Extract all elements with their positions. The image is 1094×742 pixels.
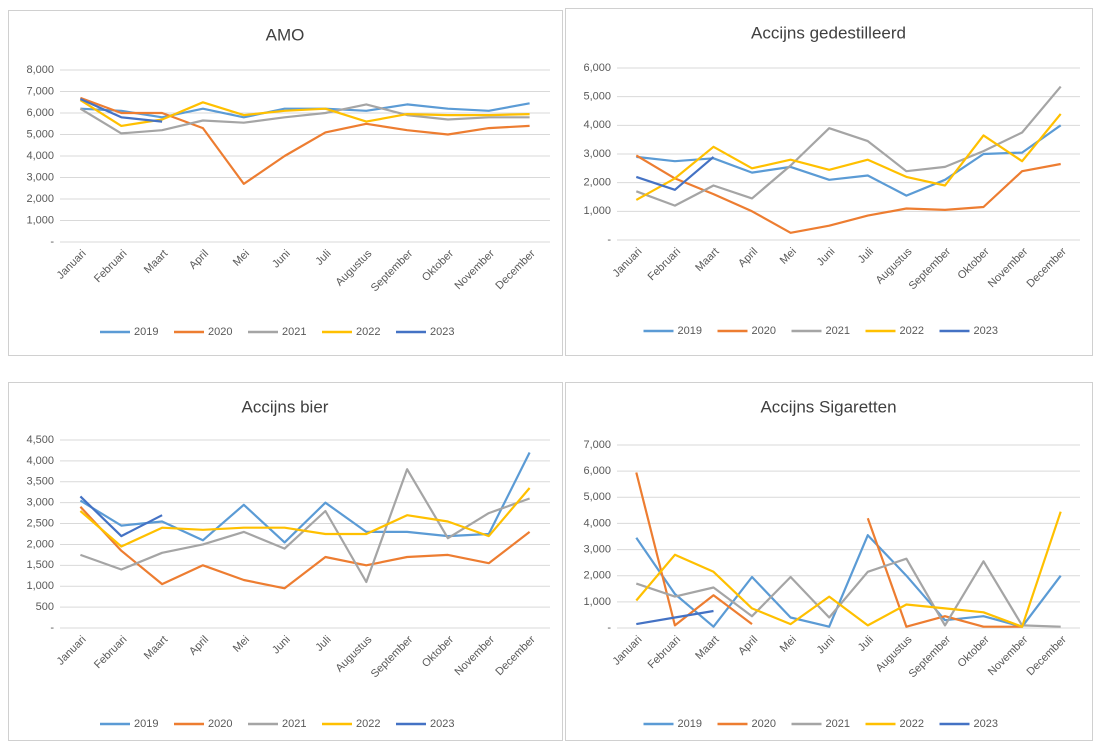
legend-label: 2023: [974, 325, 998, 337]
y-tick-label: 4,500: [26, 434, 54, 446]
y-tick-label: 4,000: [583, 517, 611, 529]
y-tick-label: 8,000: [26, 64, 54, 76]
chart-title: Accijns Sigaretten: [760, 397, 896, 416]
y-tick-label: 3,000: [26, 171, 54, 183]
y-tick-label: 5,000: [583, 91, 611, 103]
y-tick-label: 5,000: [26, 128, 54, 140]
legend-label: 2022: [900, 325, 924, 337]
y-tick-label: 1,000: [583, 205, 611, 217]
y-tick-label: 500: [36, 601, 54, 613]
legend-label: 2019: [134, 326, 158, 338]
legend-label: 2020: [208, 718, 232, 730]
y-tick-label: 3,000: [583, 148, 611, 160]
series-line: [79, 506, 531, 590]
legend-label: 2020: [752, 718, 776, 730]
y-tick-label: 7,000: [26, 85, 54, 97]
y-tick-label: 3,000: [26, 497, 54, 509]
legend-label: 2020: [208, 326, 232, 338]
series-line: [635, 113, 1062, 201]
legend-label: 2022: [356, 718, 380, 730]
legend-label: 2020: [752, 325, 776, 337]
y-tick-label: 3,500: [26, 476, 54, 488]
y-tick-label: 6,000: [583, 62, 611, 74]
y-tick-label: 6,000: [26, 107, 54, 119]
y-tick-label: 2,500: [26, 517, 54, 529]
y-tick-label: 2,000: [26, 538, 54, 550]
series-line: [80, 96, 530, 185]
y-tick-label: 1,000: [583, 596, 611, 608]
y-tick-label: -: [607, 234, 611, 246]
series-line: [635, 511, 1062, 628]
legend-label: 2019: [134, 718, 158, 730]
series-line: [79, 97, 163, 123]
y-tick-label: -: [50, 622, 54, 634]
series-line: [79, 452, 531, 544]
series-line: [635, 534, 1062, 628]
y-tick-label: 1,000: [26, 580, 54, 592]
chart-title: Accijns gedestilleerd: [751, 23, 906, 42]
y-tick-label: 1,000: [26, 214, 54, 226]
series-line: [635, 156, 715, 191]
series-line: [635, 154, 1061, 234]
legend-label: 2021: [282, 718, 306, 730]
series-line: [635, 85, 1062, 207]
series-line: [636, 609, 714, 626]
y-tick-label: -: [607, 622, 611, 634]
panel-frame: [565, 382, 1093, 741]
legend-label: 2022: [356, 326, 380, 338]
y-tick-label: 2,000: [583, 570, 611, 582]
y-tick-label: 1,500: [26, 559, 54, 571]
chart-title: AMO: [266, 25, 305, 44]
series-line: [635, 557, 1061, 628]
legend-label: 2019: [678, 718, 702, 730]
legend-label: 2023: [974, 718, 998, 730]
y-tick-label: 7,000: [583, 439, 611, 451]
y-tick-label: 3,000: [583, 543, 611, 555]
legend-label: 2021: [282, 326, 306, 338]
legend-label: 2023: [430, 718, 454, 730]
y-tick-label: 4,000: [26, 455, 54, 467]
legend-label: 2023: [430, 326, 454, 338]
y-tick-label: 2,000: [583, 177, 611, 189]
y-tick-label: 6,000: [583, 465, 611, 477]
series-line: [79, 495, 163, 538]
series-line: [79, 103, 530, 135]
y-tick-label: 4,000: [583, 119, 611, 131]
series-line: [79, 487, 531, 548]
legend-label: 2021: [826, 718, 850, 730]
panel-frame: [565, 8, 1093, 356]
legend-label: 2021: [826, 325, 850, 337]
panel-frame: [8, 10, 563, 356]
series-line: [636, 124, 1062, 197]
y-tick-label: 5,000: [583, 491, 611, 503]
chart-title: Accijns bier: [242, 397, 329, 416]
legend-label: 2019: [678, 325, 702, 337]
series-line: [635, 472, 1023, 628]
legend-label: 2022: [900, 718, 924, 730]
y-tick-label: -: [50, 236, 54, 248]
y-tick-label: 4,000: [26, 150, 54, 162]
y-tick-label: 2,000: [26, 193, 54, 205]
